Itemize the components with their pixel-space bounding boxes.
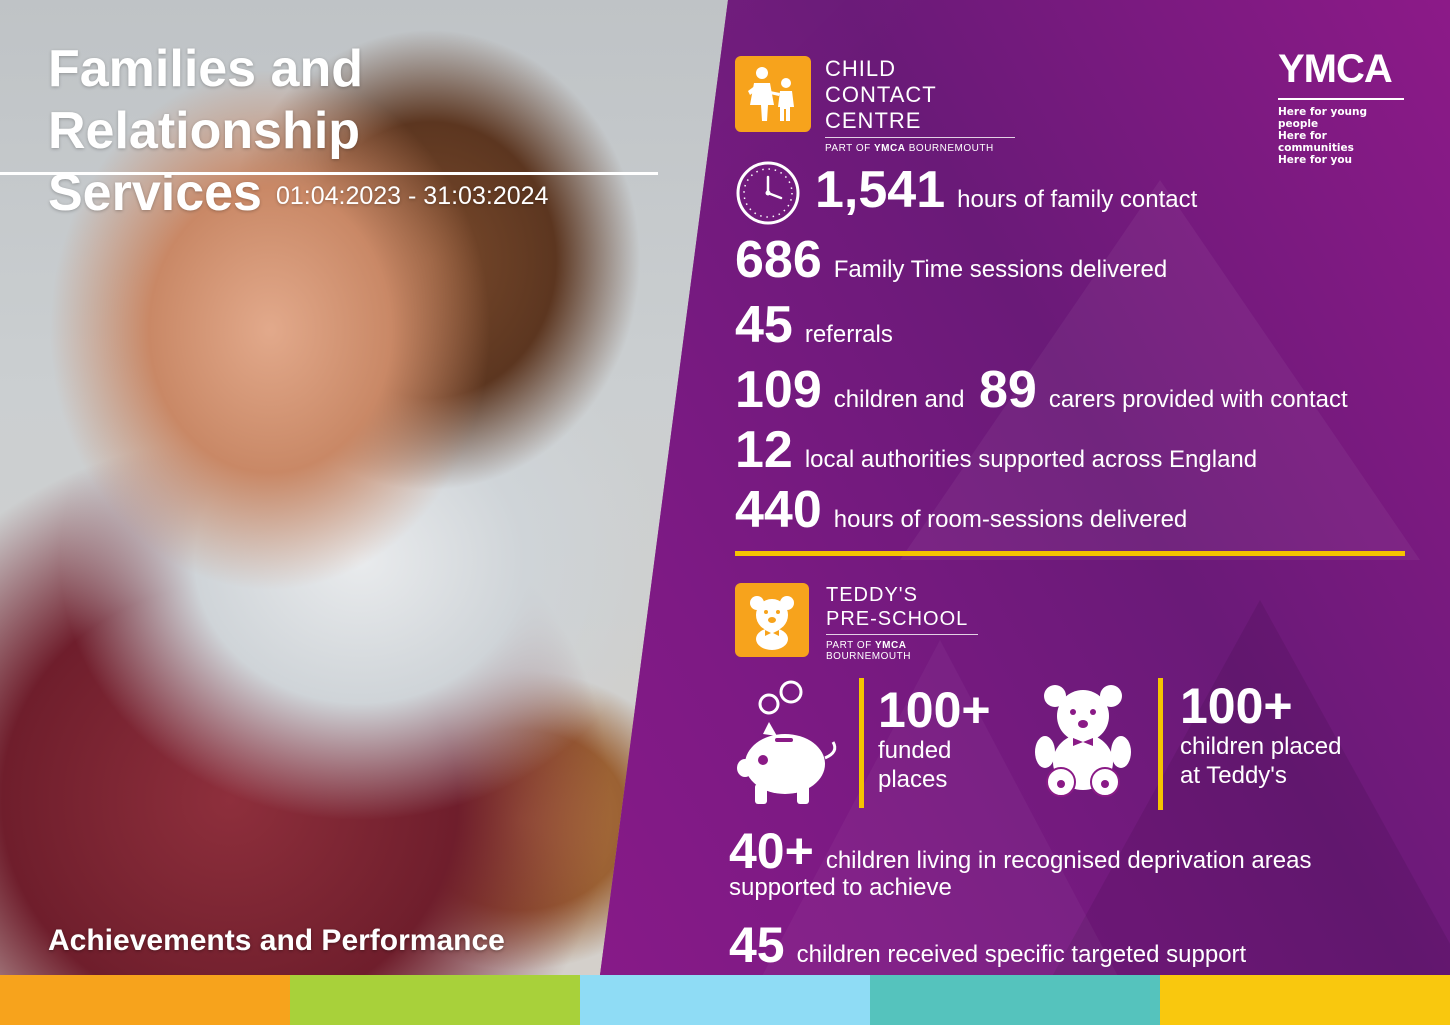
stat-text: hours of family contact (957, 186, 1198, 213)
part-suffix: BOURNEMOUTH (908, 143, 994, 154)
part-brand: YMCA (874, 143, 906, 154)
stat-text-line-1: children placed (1180, 733, 1342, 760)
piggy-bank-icon (735, 678, 845, 812)
title-divider (0, 172, 658, 175)
strip-segment (870, 975, 1160, 1025)
teddy-bear-icon (1033, 682, 1133, 801)
child-contact-centre-label: CHILD CONTACT CENTRE PART OF YMCA BOURNE… (825, 56, 1015, 154)
strip-segment (290, 975, 580, 1025)
stat-value: 440 (735, 481, 822, 539)
stat-divider (1158, 678, 1163, 810)
stat-text: referrals (804, 321, 893, 348)
footer-label: Achievements and Performance (48, 924, 505, 957)
stat-local-authorities: 12 local authorities supported across Eng… (735, 420, 1257, 480)
stat-value: 45 (729, 917, 785, 973)
child-contact-logo-icon (735, 56, 811, 132)
stat-text: hours of room-sessions delivered (833, 506, 1188, 533)
colour-strip (0, 975, 1450, 1025)
teddys-pre-school-label: TEDDY'S PRE-SCHOOL PART OF YMCA BOURNEMO… (826, 583, 978, 662)
brand-rule (826, 634, 978, 635)
ymca-tagline-2: Here for communities (1278, 130, 1354, 154)
stat-value: 100+ (1180, 678, 1293, 734)
header: Families and Relationship Services 01:04:… (48, 38, 688, 227)
stat-text-line-2: at Teddy's (1180, 762, 1287, 789)
stat-text-cont: supported to achieve (729, 874, 952, 901)
hero-photo (0, 0, 728, 975)
brand-rule (825, 137, 1015, 138)
page-title: Families and Relationship Services 01:04:… (48, 38, 688, 227)
stat-value: 12 (735, 421, 793, 479)
stat-text: Family Time sessions delivered (833, 256, 1168, 283)
brand-part-of: PART OF YMCA BOURNEMOUTH (826, 640, 978, 662)
ymca-tagline-1: Here for young people (1278, 106, 1368, 130)
section-divider (735, 551, 1405, 556)
part-brand: YMCA (875, 640, 907, 651)
stat-value: 100+ (878, 682, 991, 738)
brand-line-2: CONTACT CENTRE (825, 82, 937, 133)
strip-segment (580, 975, 870, 1025)
stat-value: 40+ (729, 823, 814, 879)
stat-value: 45 (735, 296, 793, 354)
stat-text-line-2: places (878, 766, 948, 793)
brand-line-2: PRE-SCHOOL (826, 608, 969, 630)
stat-text-line-1: funded (878, 737, 952, 764)
stat-text: children living in recognised deprivatio… (825, 847, 1312, 874)
stat-divider (859, 678, 864, 808)
stat-value: 686 (735, 231, 822, 289)
part-prefix: PART OF (826, 640, 872, 651)
stat-referrals: 45 referrals (735, 295, 893, 355)
ymca-rule (1278, 98, 1404, 100)
strip-segment (0, 975, 290, 1025)
stat-text: local authorities supported across Engla… (804, 446, 1258, 473)
brand-part-of: PART OF YMCA BOURNEMOUTH (825, 143, 1015, 154)
ymca-tagline-3: Here for you (1278, 154, 1353, 166)
ymca-logo: YMCA Here for young people Here for comm… (1278, 48, 1404, 166)
part-prefix: PART OF (825, 143, 871, 154)
stat-family-time-sessions: 686 Family Time sessions delivered (735, 230, 1167, 290)
stat-targeted-support: 45 children received specific targeted su… (729, 916, 1429, 974)
stat-text-2: carers provided with contact (1048, 386, 1348, 413)
stat-children-placed: 100+ children placed at Teddy's (1180, 680, 1341, 790)
stat-text: children received specific targeted supp… (796, 941, 1247, 968)
title-line-1: Families and Relationship (48, 40, 363, 160)
stat-text: children and (833, 386, 965, 413)
stat-children-carers: 109 children and 89 carers provided with c… (735, 360, 1348, 420)
stat-funded-places: 100+ funded places (878, 684, 991, 794)
stat-value-2: 89 (978, 361, 1037, 419)
brand-line-1: CHILD (825, 56, 897, 81)
stat-hours-family-contact: 1,541 hours of family contact (815, 160, 1197, 220)
stat-value: 109 (735, 361, 822, 419)
brand-line-1: TEDDY'S (826, 584, 918, 606)
part-suffix: BOURNEMOUTH (826, 651, 911, 662)
stat-value: 1,541 (815, 161, 946, 219)
ymca-wordmark: YMCA (1278, 47, 1393, 91)
stat-deprivation-areas: 40+ children living in recognised depriva… (729, 822, 1429, 902)
teddy-logo-icon (735, 583, 809, 657)
strip-segment (1160, 975, 1450, 1025)
clock-icon (735, 160, 801, 230)
stat-room-sessions: 440 hours of room-sessions delivered (735, 480, 1187, 540)
date-range: 01:04:2023 - 31:03:2024 (275, 182, 549, 211)
